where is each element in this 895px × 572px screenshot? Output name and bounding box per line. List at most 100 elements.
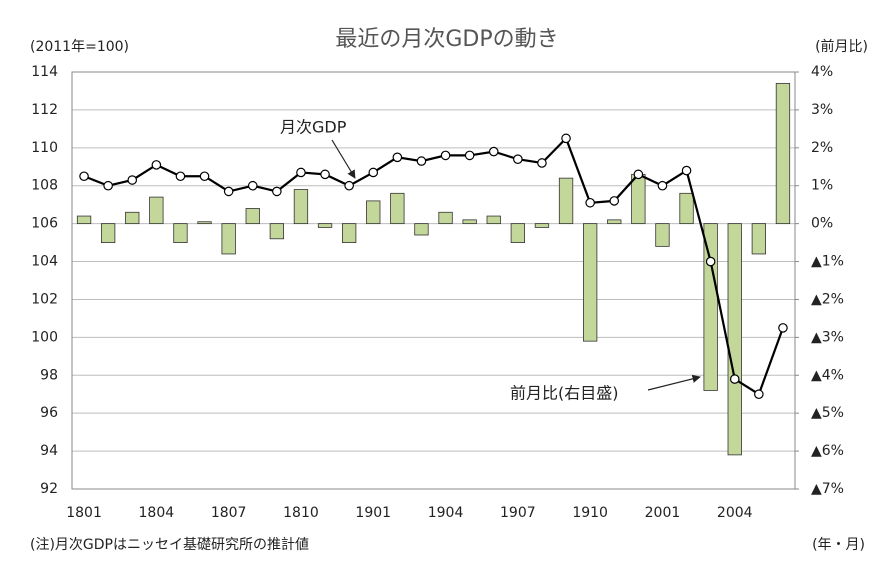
marker — [513, 154, 523, 164]
note: (注)月次GDPはニッセイ基礎研究所の推計値 — [30, 536, 309, 553]
x-tick-label: 1801 — [66, 505, 102, 521]
marker — [488, 146, 499, 157]
bar — [390, 192, 405, 225]
bar — [149, 196, 164, 225]
marker — [368, 167, 379, 178]
x-tick-label: 1807 — [211, 505, 247, 521]
marker — [657, 180, 668, 191]
bar — [631, 173, 646, 225]
x-tick-label: 1804 — [139, 505, 175, 521]
bar — [583, 223, 598, 342]
bar — [486, 215, 501, 225]
bar — [221, 223, 236, 255]
x-axis-label: (年・月) — [812, 537, 865, 553]
bar — [269, 223, 284, 240]
y-tick-label: 94 — [40, 443, 58, 459]
y-tick-label: 96 — [40, 405, 58, 421]
y-tick-label: 104 — [31, 254, 58, 270]
bar — [655, 223, 670, 247]
x-tick-label: 1901 — [355, 505, 391, 521]
x-tick-label: 2004 — [717, 505, 753, 521]
y-tick-label: 92 — [40, 481, 58, 497]
bar — [534, 223, 550, 228]
y-tick-label: 98 — [40, 367, 58, 383]
marker — [296, 167, 306, 178]
marker — [537, 158, 547, 168]
y-tick-label: 108 — [31, 178, 58, 194]
marker — [633, 169, 644, 180]
marker — [320, 169, 330, 180]
bar — [414, 223, 429, 236]
annotation: 前月比(右目盛) — [510, 384, 619, 403]
bar — [679, 192, 694, 225]
y-tick-label: 106 — [31, 216, 58, 232]
y-tick-label: 110 — [31, 140, 58, 156]
annotation-arrow — [647, 374, 701, 391]
y2-tick-label: ▲7% — [811, 481, 844, 497]
bar — [462, 219, 477, 225]
y-tick-label: 102 — [31, 291, 58, 307]
bar — [245, 208, 260, 225]
y2-tick-label: ▲2% — [811, 291, 844, 307]
line — [83, 136, 784, 396]
y-tick-label: 112 — [31, 102, 58, 118]
marker — [151, 160, 162, 170]
y-axis-label: (2011年=100) — [30, 39, 129, 55]
marker — [464, 150, 475, 161]
bar — [197, 221, 212, 225]
bar — [438, 211, 453, 225]
marker — [681, 165, 692, 176]
y2-tick-label: 4% — [811, 64, 833, 80]
bar — [751, 223, 766, 255]
bar — [775, 82, 791, 225]
marker — [609, 196, 620, 206]
marker — [392, 152, 403, 163]
bar — [101, 223, 116, 243]
y-tick-label: 114 — [31, 64, 58, 80]
marker — [778, 323, 788, 333]
bar — [366, 200, 381, 225]
marker — [754, 389, 764, 400]
bar — [607, 219, 622, 225]
annotation: 月次GDP — [280, 118, 347, 137]
y2-axis-label: (前月比) — [815, 38, 868, 55]
marker — [705, 256, 716, 267]
x-tick-label: 1904 — [428, 505, 464, 521]
marker — [585, 197, 595, 208]
marker — [175, 171, 186, 182]
marker — [440, 150, 451, 161]
marker — [127, 175, 138, 185]
y2-tick-label: ▲5% — [811, 405, 844, 421]
marker — [344, 180, 354, 191]
plot-area: 92 94 96 98 100 102 104 106 108 110 112 114 4% 3% 2% 1%… — [31, 64, 844, 521]
bar — [125, 211, 140, 225]
y2-tick-label: 0% — [811, 216, 833, 232]
y2-tick-label: ▲3% — [811, 329, 844, 345]
marker — [416, 156, 427, 166]
y2-tick-label: ▲4% — [811, 367, 844, 383]
x-tick-label: 1907 — [500, 505, 536, 521]
y-tick-label: 100 — [31, 329, 58, 345]
chart-title: 最近の月次GDPの動き — [335, 27, 558, 52]
annotation-arrow — [331, 139, 356, 179]
bar — [342, 223, 357, 243]
marker — [103, 180, 113, 191]
marker — [272, 186, 282, 197]
x-tick-label: 1910 — [572, 505, 608, 521]
x-tick-label: 2001 — [645, 505, 681, 521]
marker — [223, 186, 234, 197]
x-tick-label: 1810 — [283, 505, 319, 521]
y2-tick-label: 1% — [811, 178, 833, 194]
marker — [729, 374, 740, 384]
marker — [247, 180, 258, 191]
y2-tick-label: ▲1% — [811, 254, 844, 270]
plot-border — [71, 71, 796, 490]
bar — [76, 215, 92, 225]
marker — [561, 133, 571, 144]
marker — [79, 171, 89, 182]
bar — [703, 223, 718, 391]
bar — [558, 177, 574, 225]
y2-tick-label: ▲6% — [811, 443, 844, 459]
marker — [199, 171, 210, 182]
